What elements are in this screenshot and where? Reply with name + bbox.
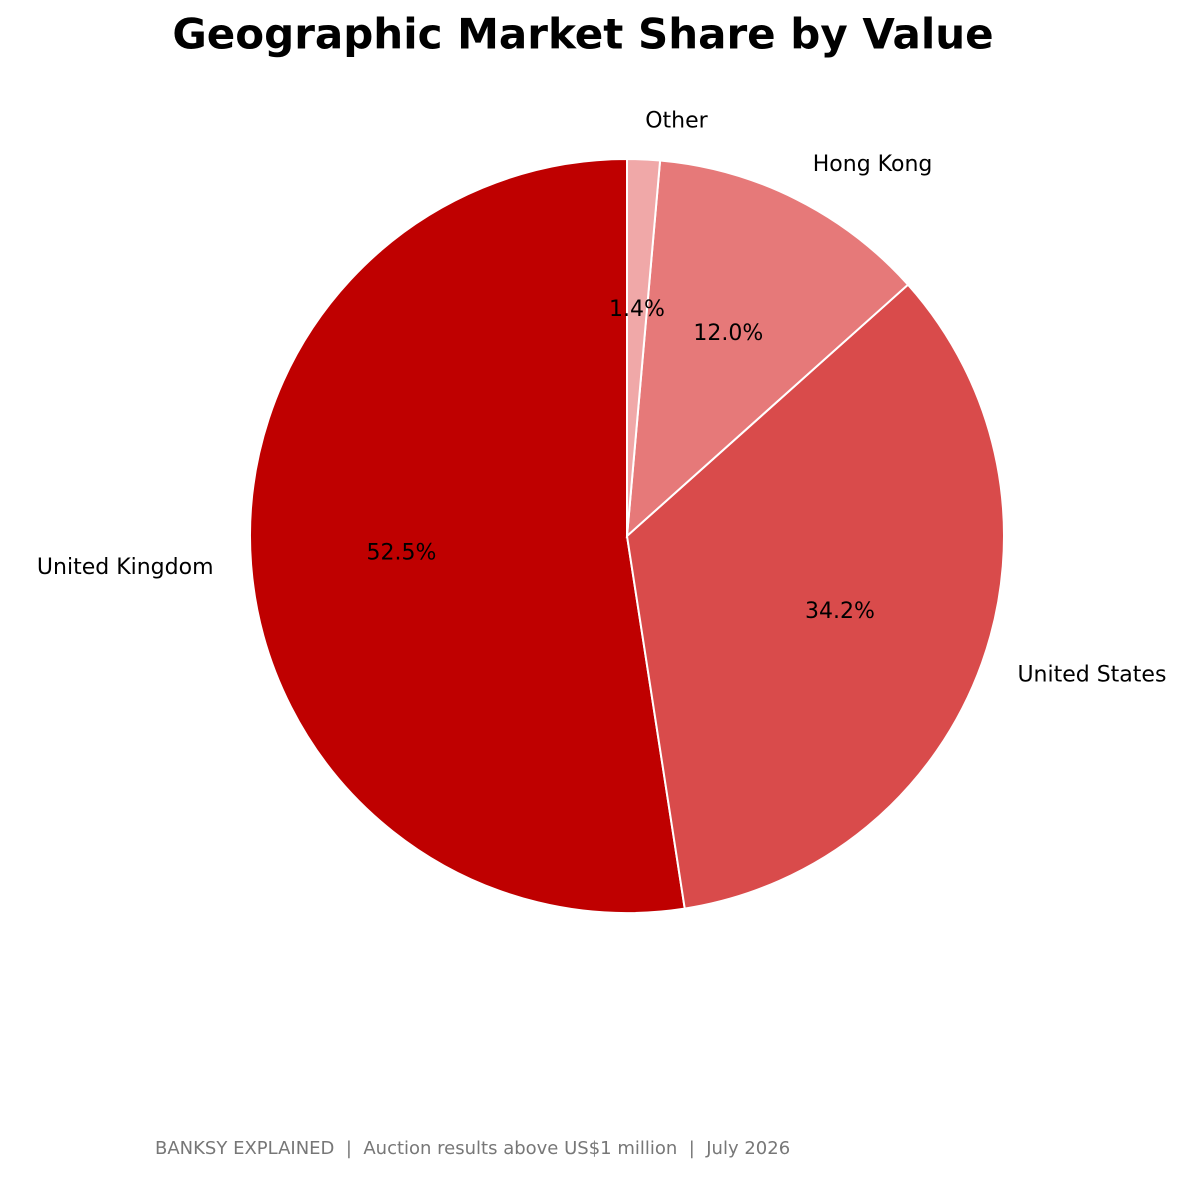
- pie-slice: [625, 159, 910, 539]
- slice-label: Hong Kong: [813, 152, 933, 177]
- value-label: 12.0%: [693, 321, 763, 346]
- slice-label: United States: [1017, 663, 1166, 688]
- value-label: 34.2%: [805, 599, 875, 624]
- pie-slice: [625, 283, 1005, 910]
- pie-slice: [626, 157, 662, 537]
- slice-label: Other: [645, 109, 708, 134]
- chart-title: Geographic Market Share by Value: [172, 10, 993, 59]
- value-label: 1.4%: [609, 297, 665, 322]
- footer: BANKSY EXPLAINED | Auction results above…: [155, 1138, 790, 1159]
- value-label: 52.5%: [367, 540, 437, 565]
- pie-slice: [249, 157, 686, 914]
- slice-label: United Kingdom: [37, 555, 214, 580]
